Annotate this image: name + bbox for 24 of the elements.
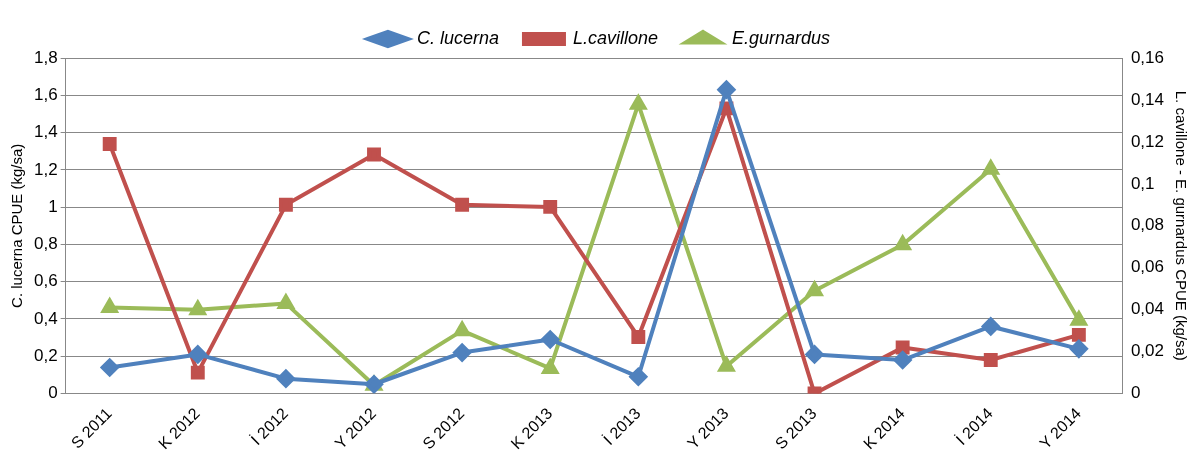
legend-label: C. lucerna — [416, 28, 499, 48]
y2-tick-label: 0,04 — [1130, 299, 1165, 319]
y2-tick-label: 0,02 — [1130, 341, 1165, 361]
y2-tick-label: 0,1 — [1130, 173, 1155, 193]
y2-tick-label: 0,12 — [1130, 131, 1165, 151]
legend-label: E.gurnardus — [732, 28, 831, 48]
y-tick-label: 0 — [48, 383, 58, 403]
y2-tick-label: 0,14 — [1130, 89, 1165, 109]
y-tick-label: 1,4 — [33, 122, 58, 142]
y-tick-label: 0,4 — [33, 308, 58, 328]
legend-label: L.cavillone — [572, 28, 659, 48]
y-tick-label: 1,2 — [33, 159, 58, 179]
y-tick-label: 0,2 — [33, 345, 58, 365]
y2-axis-title: L. cavillone - E. gurnardus CPUE (kg/sa) — [1172, 90, 1190, 361]
y2-tick-label: 0,08 — [1130, 215, 1165, 235]
y2-tick-label: 0,06 — [1130, 257, 1165, 277]
y2-tick-label: 0,16 — [1130, 47, 1165, 67]
y-axis-title: C. lucerna CPUE (kg/sa) — [8, 143, 26, 308]
y-tick-label: 0,8 — [33, 234, 58, 254]
y-tick-label: 0,6 — [33, 271, 58, 291]
y-tick-label: 1 — [48, 196, 58, 216]
y2-tick-label: 0 — [1130, 383, 1141, 403]
y-tick-label: 1,6 — [33, 84, 58, 104]
y-tick-label: 1,8 — [33, 47, 58, 67]
